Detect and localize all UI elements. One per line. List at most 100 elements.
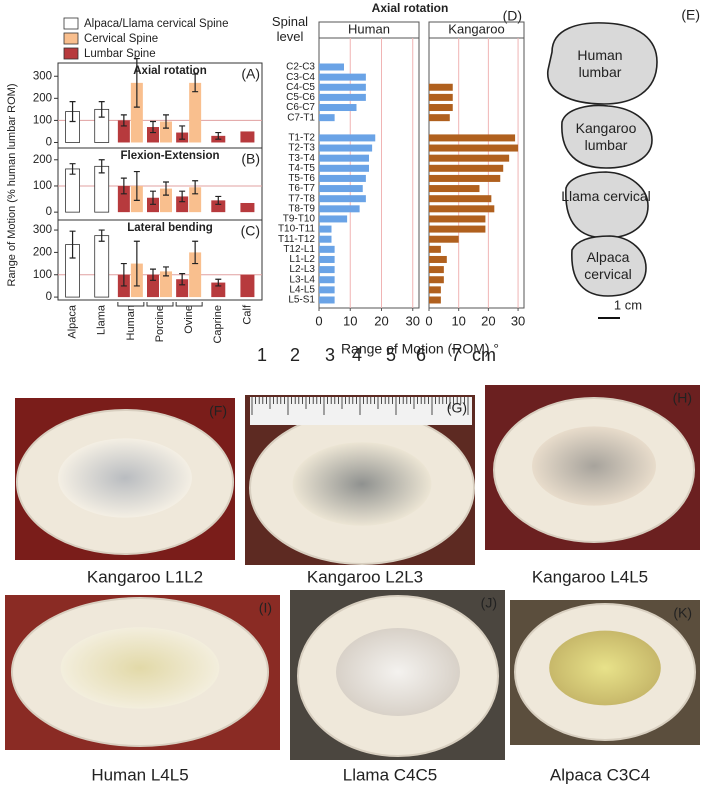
error-bar — [215, 278, 222, 287]
y-tick-label: T6-T7 — [288, 183, 315, 194]
y-tick-label: C6-C7 — [286, 102, 315, 113]
error-bar — [192, 180, 199, 195]
panel-label: (E) — [681, 7, 700, 23]
photo-caption: Kangaroo L2L3 — [307, 567, 423, 586]
bar — [429, 114, 450, 122]
error-bar — [215, 131, 222, 140]
y-tick-label: T2-T3 — [288, 143, 315, 154]
panel-title: Kangaroo — [448, 21, 504, 36]
x-axis-label: Range of Motion (ROM) ° — [341, 341, 499, 357]
y-tick-label: T9-T10 — [283, 214, 316, 225]
ruler-unit: cm — [472, 345, 496, 365]
bar — [319, 164, 369, 172]
error-bar — [98, 159, 105, 174]
x-tick-label: Ovine — [183, 305, 195, 334]
panel-title: Lateral bending — [127, 222, 213, 234]
legend-label: Lumbar Spine — [84, 48, 156, 60]
error-bar — [150, 268, 156, 281]
bar — [319, 73, 366, 81]
bar — [319, 104, 357, 112]
bar — [211, 200, 226, 213]
bar — [319, 114, 335, 122]
bar — [160, 121, 172, 143]
photo-label: (H) — [673, 390, 692, 406]
panel-label: (A) — [241, 66, 260, 82]
bar — [319, 195, 366, 203]
bar — [429, 255, 447, 263]
bar — [319, 134, 376, 142]
bar — [160, 188, 172, 213]
bracket — [146, 302, 174, 307]
bar — [319, 144, 373, 152]
bar — [211, 282, 226, 298]
error-bar — [120, 114, 127, 127]
photo-caption: Llama C4C5 — [343, 765, 438, 784]
chart-title: Axial rotation — [372, 1, 449, 15]
bar — [429, 215, 486, 223]
disc-nucleus — [60, 627, 220, 709]
x-tick-label: 20 — [374, 313, 388, 328]
ruler-number: 7 — [451, 345, 461, 365]
ruler-number: 6 — [416, 345, 426, 365]
error-bar — [133, 170, 140, 201]
bar — [429, 154, 510, 162]
bar — [429, 104, 453, 112]
x-tick-label: Porcine — [154, 305, 166, 342]
error-bar — [133, 240, 140, 287]
x-tick-label: 0 — [315, 313, 322, 328]
bar — [147, 127, 159, 143]
x-tick-label: Llama — [96, 304, 108, 335]
error-bar — [98, 229, 105, 242]
panel-title: Flexion-Extension — [120, 150, 219, 162]
x-tick-label: 30 — [511, 313, 525, 328]
y-tick-label: 100 — [33, 269, 52, 281]
bar — [429, 164, 504, 172]
disc-nucleus — [336, 628, 460, 716]
y-tick-label: T4-T5 — [288, 163, 315, 174]
error-bar — [163, 114, 169, 129]
error-bar — [98, 101, 105, 118]
y-tick-label: 0 — [46, 137, 52, 149]
bar — [319, 205, 360, 213]
x-tick-label: Alpaca — [66, 304, 78, 339]
cross-section-outline — [571, 235, 647, 297]
panel-label: (C) — [241, 223, 260, 239]
bar — [176, 196, 189, 213]
bracket — [117, 302, 145, 307]
y-tick-label: L5-S1 — [288, 295, 315, 306]
x-tick-label: Human — [125, 305, 137, 340]
y-tick-label: C3-C4 — [286, 72, 315, 83]
x-tick-label: Calf — [241, 304, 253, 325]
bar — [319, 255, 335, 263]
bar — [176, 279, 189, 298]
panel-title: Axial rotation — [133, 65, 206, 77]
bar — [429, 235, 459, 243]
bar — [130, 82, 143, 143]
bar — [319, 245, 335, 253]
bar — [319, 225, 332, 233]
bar — [429, 195, 492, 203]
bar — [319, 154, 369, 162]
y-tick-label: T5-T6 — [288, 173, 315, 184]
y-tick-label: C4-C5 — [286, 82, 315, 93]
bar — [240, 131, 255, 143]
bracket — [175, 302, 203, 307]
cross-section-outline — [565, 171, 649, 239]
x-tick-label: 0 — [425, 313, 432, 328]
bar — [147, 197, 159, 213]
x-tick-label: Caprine — [212, 305, 224, 344]
disc-nucleus — [532, 426, 656, 506]
error-bar — [150, 120, 156, 134]
disc-nucleus — [292, 442, 432, 526]
y-tick-label: T1-T2 — [288, 133, 315, 144]
bar — [65, 168, 80, 213]
error-bar — [192, 73, 199, 93]
y-tick-label: 300 — [33, 70, 52, 82]
disc-nucleus — [549, 630, 661, 706]
bar — [319, 266, 335, 274]
y-tick-label: L4-L5 — [289, 285, 315, 296]
error-bar — [120, 177, 127, 195]
photo-caption: Kangaroo L1L2 — [87, 567, 203, 586]
bar — [240, 202, 255, 213]
y-tick-label: L2-L3 — [289, 264, 315, 275]
